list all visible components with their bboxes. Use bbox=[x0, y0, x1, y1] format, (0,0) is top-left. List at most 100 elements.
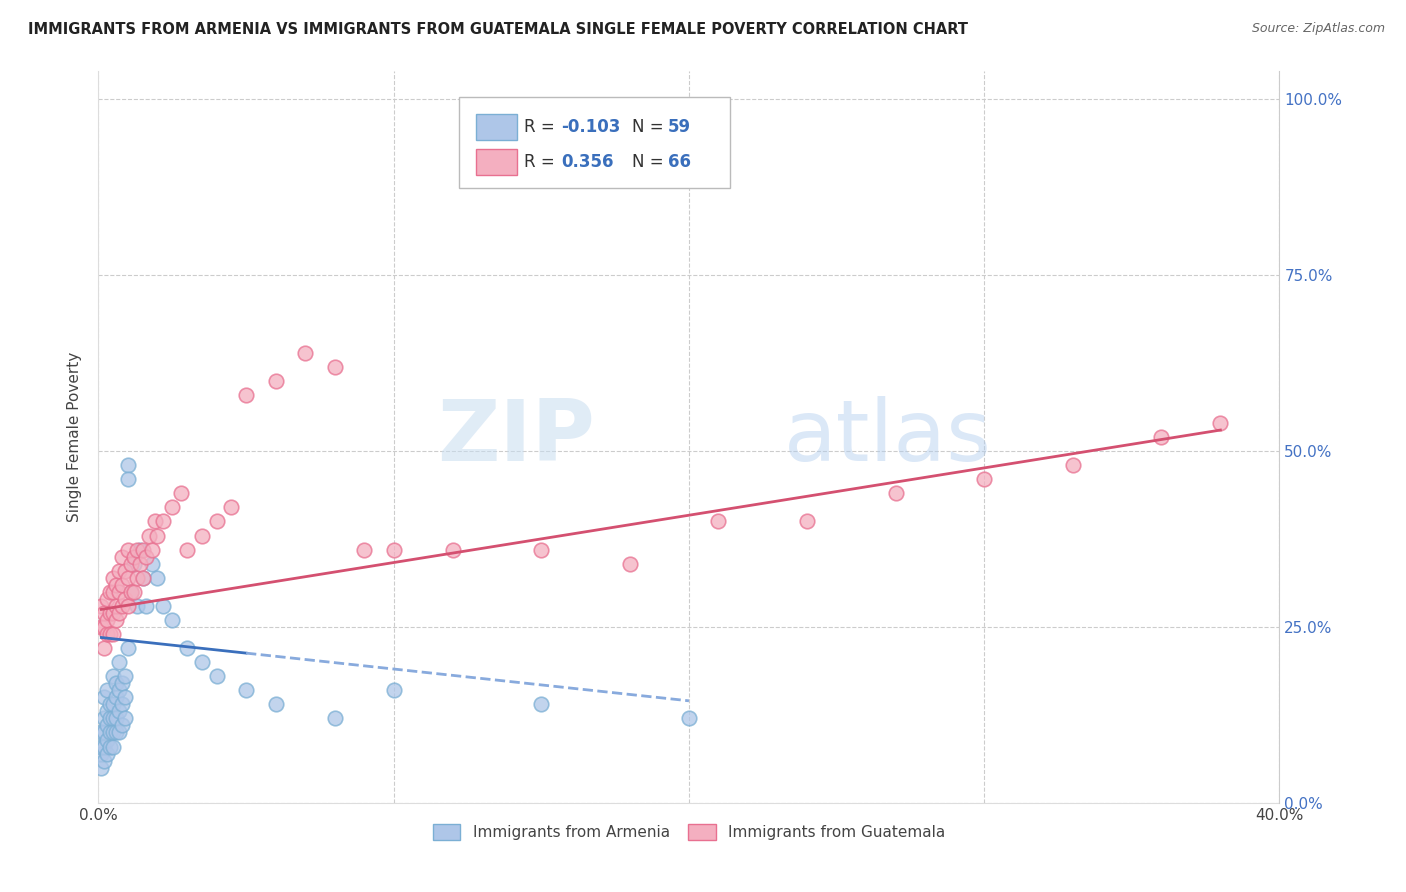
Point bbox=[120, 584, 142, 599]
Point bbox=[114, 690, 136, 705]
Point bbox=[162, 500, 183, 515]
Point bbox=[105, 613, 128, 627]
Point bbox=[353, 542, 375, 557]
Point bbox=[93, 711, 115, 725]
Text: 59: 59 bbox=[668, 118, 690, 136]
Point bbox=[98, 627, 121, 641]
Point bbox=[382, 683, 405, 698]
Text: atlas: atlas bbox=[783, 395, 991, 479]
Point bbox=[135, 599, 157, 613]
Point bbox=[103, 698, 125, 712]
Point bbox=[323, 711, 346, 725]
Point bbox=[108, 564, 131, 578]
Point bbox=[103, 627, 125, 641]
Point bbox=[205, 669, 228, 683]
Point bbox=[111, 676, 134, 690]
Point bbox=[96, 627, 118, 641]
Point bbox=[120, 584, 142, 599]
Point bbox=[382, 542, 405, 557]
Point bbox=[135, 549, 157, 564]
Point bbox=[108, 683, 131, 698]
Point bbox=[117, 599, 139, 613]
Point bbox=[103, 725, 125, 739]
Point bbox=[1062, 458, 1084, 473]
Point bbox=[117, 641, 139, 656]
Point bbox=[90, 599, 112, 613]
Point bbox=[162, 613, 183, 627]
Point bbox=[235, 683, 257, 698]
Point bbox=[103, 584, 125, 599]
Point bbox=[128, 557, 150, 571]
Point bbox=[125, 599, 148, 613]
Point bbox=[530, 698, 553, 712]
Point bbox=[103, 669, 125, 683]
Point bbox=[103, 739, 125, 754]
Point bbox=[152, 599, 174, 613]
Point bbox=[96, 591, 118, 606]
Point bbox=[146, 571, 169, 585]
Point bbox=[125, 571, 148, 585]
Point bbox=[128, 542, 150, 557]
Point bbox=[117, 472, 139, 486]
Y-axis label: Single Female Poverty: Single Female Poverty bbox=[67, 352, 83, 522]
Text: -0.103: -0.103 bbox=[561, 118, 621, 136]
Point bbox=[264, 698, 287, 712]
Point bbox=[96, 683, 118, 698]
Point bbox=[125, 542, 148, 557]
Point bbox=[98, 725, 121, 739]
Point bbox=[141, 557, 163, 571]
Point bbox=[143, 515, 166, 529]
Point bbox=[105, 578, 128, 592]
Point bbox=[93, 690, 115, 705]
Text: R =: R = bbox=[523, 118, 554, 136]
Point bbox=[323, 359, 346, 374]
Point bbox=[98, 739, 121, 754]
Text: IMMIGRANTS FROM ARMENIA VS IMMIGRANTS FROM GUATEMALA SINGLE FEMALE POVERTY CORRE: IMMIGRANTS FROM ARMENIA VS IMMIGRANTS FR… bbox=[28, 22, 969, 37]
Point bbox=[90, 739, 112, 754]
Point bbox=[146, 528, 169, 542]
Point bbox=[111, 578, 134, 592]
Point bbox=[108, 725, 131, 739]
Point bbox=[132, 571, 155, 585]
Point bbox=[884, 486, 907, 500]
Point bbox=[108, 584, 131, 599]
Point bbox=[103, 571, 125, 585]
Point bbox=[98, 698, 121, 712]
Point bbox=[105, 676, 128, 690]
Text: R =: R = bbox=[523, 153, 554, 171]
Point bbox=[141, 542, 163, 557]
Point bbox=[96, 718, 118, 732]
Point bbox=[138, 528, 160, 542]
Point bbox=[796, 515, 818, 529]
Point bbox=[96, 705, 118, 719]
Text: ZIP: ZIP bbox=[437, 395, 595, 479]
FancyBboxPatch shape bbox=[477, 114, 516, 140]
Point bbox=[105, 725, 128, 739]
Point bbox=[678, 711, 700, 725]
Point bbox=[221, 500, 243, 515]
Point bbox=[191, 655, 214, 669]
Point bbox=[90, 620, 112, 634]
Point bbox=[108, 606, 131, 620]
Point bbox=[90, 761, 112, 775]
Point bbox=[98, 606, 121, 620]
Point bbox=[111, 549, 134, 564]
Point bbox=[264, 374, 287, 388]
Point bbox=[93, 620, 115, 634]
Point bbox=[111, 718, 134, 732]
Text: Source: ZipAtlas.com: Source: ZipAtlas.com bbox=[1251, 22, 1385, 36]
Point bbox=[103, 711, 125, 725]
Point bbox=[152, 515, 174, 529]
Point bbox=[93, 739, 115, 754]
Point bbox=[1209, 416, 1232, 430]
Point bbox=[122, 584, 145, 599]
Point bbox=[114, 669, 136, 683]
Point bbox=[93, 606, 115, 620]
Point bbox=[122, 557, 145, 571]
Point bbox=[205, 515, 228, 529]
Point bbox=[117, 571, 139, 585]
Point bbox=[117, 458, 139, 473]
Point bbox=[191, 528, 214, 542]
Point bbox=[707, 515, 730, 529]
Point bbox=[105, 599, 128, 613]
